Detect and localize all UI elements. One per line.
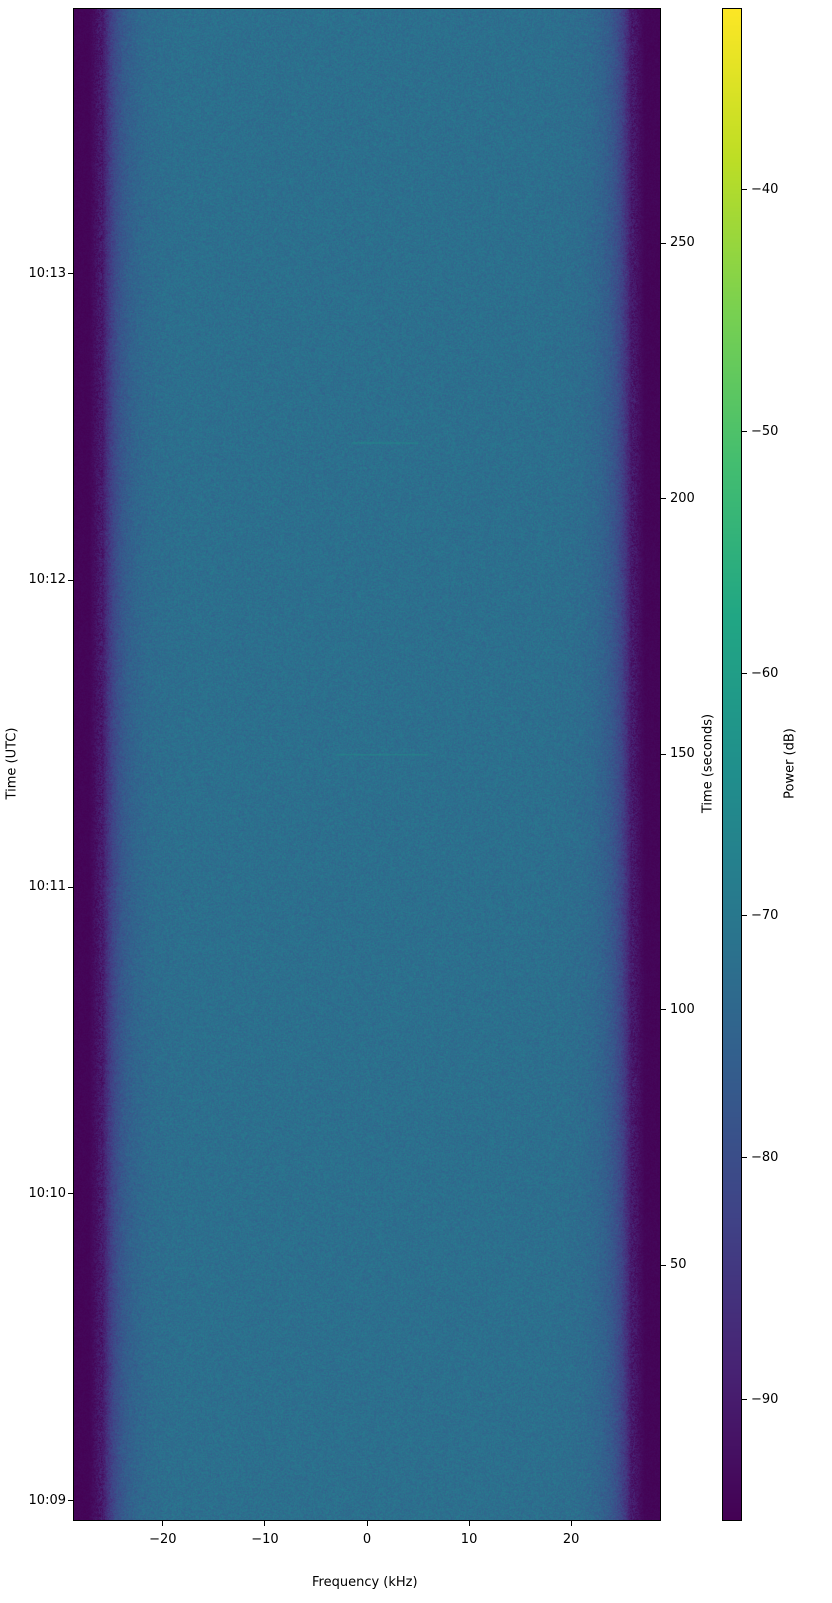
x-tick-label: 0: [347, 1532, 387, 1547]
y-right-tick-label: 200: [670, 491, 695, 506]
x-axis-label: Frequency (kHz): [312, 1575, 418, 1590]
y-left-tick: [68, 580, 73, 581]
y-left-tick: [68, 1500, 73, 1501]
y-left-tick-label: 10:13: [20, 266, 66, 281]
colorbar-tick: [742, 1399, 747, 1400]
colorbar-tick: [742, 189, 747, 190]
colorbar-tick: [742, 1157, 747, 1158]
x-tick: [162, 1521, 163, 1526]
y-right-tick: [661, 1009, 666, 1010]
x-tick-label: −10: [245, 1532, 285, 1547]
y-left-tick: [68, 887, 73, 888]
plot-frame: [73, 8, 661, 1521]
x-tick-label: 10: [449, 1532, 489, 1547]
colorbar-frame: [722, 8, 742, 1521]
y-left-tick: [68, 1193, 73, 1194]
y-right-tick-label: 100: [670, 1002, 695, 1017]
y-right-tick-label: 250: [670, 235, 695, 250]
y-right-tick: [661, 243, 666, 244]
colorbar-tick-label: −80: [751, 1150, 778, 1165]
colorbar-tick-label: −40: [751, 182, 778, 197]
colorbar-tick: [742, 915, 747, 916]
y-left-tick-label: 10:09: [20, 1493, 66, 1508]
y-left-tick-label: 10:11: [20, 879, 66, 894]
x-tick: [571, 1521, 572, 1526]
y-right-tick: [661, 498, 666, 499]
y-axis-left-label: Time (UTC): [5, 724, 20, 804]
y-right-tick-label: 50: [670, 1257, 687, 1272]
y-left-tick-label: 10:12: [20, 572, 66, 587]
colorbar-tick: [742, 673, 747, 674]
y-left-tick: [68, 273, 73, 274]
colorbar-tick: [742, 431, 747, 432]
y-right-tick: [661, 754, 666, 755]
colorbar-tick-label: −70: [751, 908, 778, 923]
x-tick-label: −20: [143, 1532, 183, 1547]
colorbar-label: Power (dB): [783, 724, 798, 804]
y-right-tick: [661, 1265, 666, 1266]
x-tick: [264, 1521, 265, 1526]
colorbar-tick-label: −90: [751, 1392, 778, 1407]
x-tick-label: 20: [551, 1532, 591, 1547]
y-axis-right-label: Time (seconds): [701, 714, 716, 814]
colorbar-tick-label: −50: [751, 424, 778, 439]
colorbar-tick-label: −60: [751, 666, 778, 681]
x-tick: [367, 1521, 368, 1526]
y-right-tick-label: 150: [670, 746, 695, 761]
x-tick: [469, 1521, 470, 1526]
y-left-tick-label: 10:10: [20, 1186, 66, 1201]
